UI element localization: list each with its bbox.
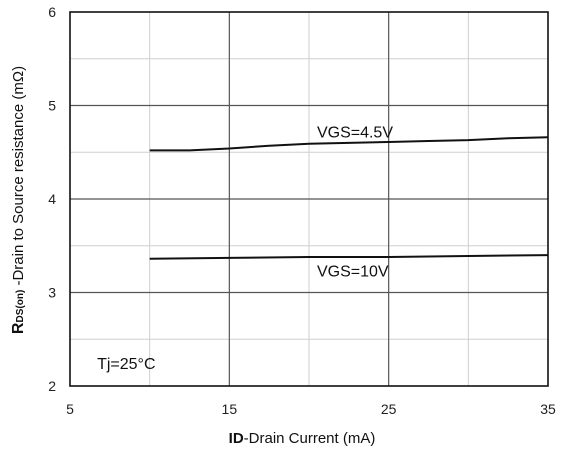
- x-tick-label: 35: [540, 401, 556, 417]
- series-line-1: [149, 136, 549, 152]
- y-tick-label: 5: [48, 98, 56, 114]
- y-tick-label: 6: [48, 4, 56, 20]
- y-tick-label: 2: [48, 378, 56, 394]
- y-axis-label: RDS(on) -Drain to Source resistance (mΩ): [10, 66, 27, 334]
- x-tick-label: 5: [66, 401, 74, 417]
- series-layer: [149, 136, 549, 260]
- y-tick-label: 3: [48, 285, 56, 301]
- x-tick-label: 25: [381, 401, 397, 417]
- annotation-label: VGS=4.5V: [317, 124, 393, 141]
- minor-grid: [70, 12, 548, 386]
- major-grid: [70, 12, 548, 386]
- annotation-label: VGS=10V: [317, 264, 389, 281]
- series-line-2: [149, 254, 549, 260]
- y-tick-label: 4: [48, 191, 56, 207]
- annotation-label: Tj=25°C: [97, 356, 155, 373]
- y-tick-labels: 2 3 4 5 6: [48, 4, 56, 394]
- x-axis-label: ID-Drain Current (mA): [229, 430, 376, 447]
- plot-frame: [69, 11, 549, 387]
- annotations: VGS=4.5V VGS=10V Tj=25°C: [97, 124, 393, 373]
- x-tick-labels: 5 15 25 35: [66, 401, 556, 417]
- x-tick-label: 15: [222, 401, 238, 417]
